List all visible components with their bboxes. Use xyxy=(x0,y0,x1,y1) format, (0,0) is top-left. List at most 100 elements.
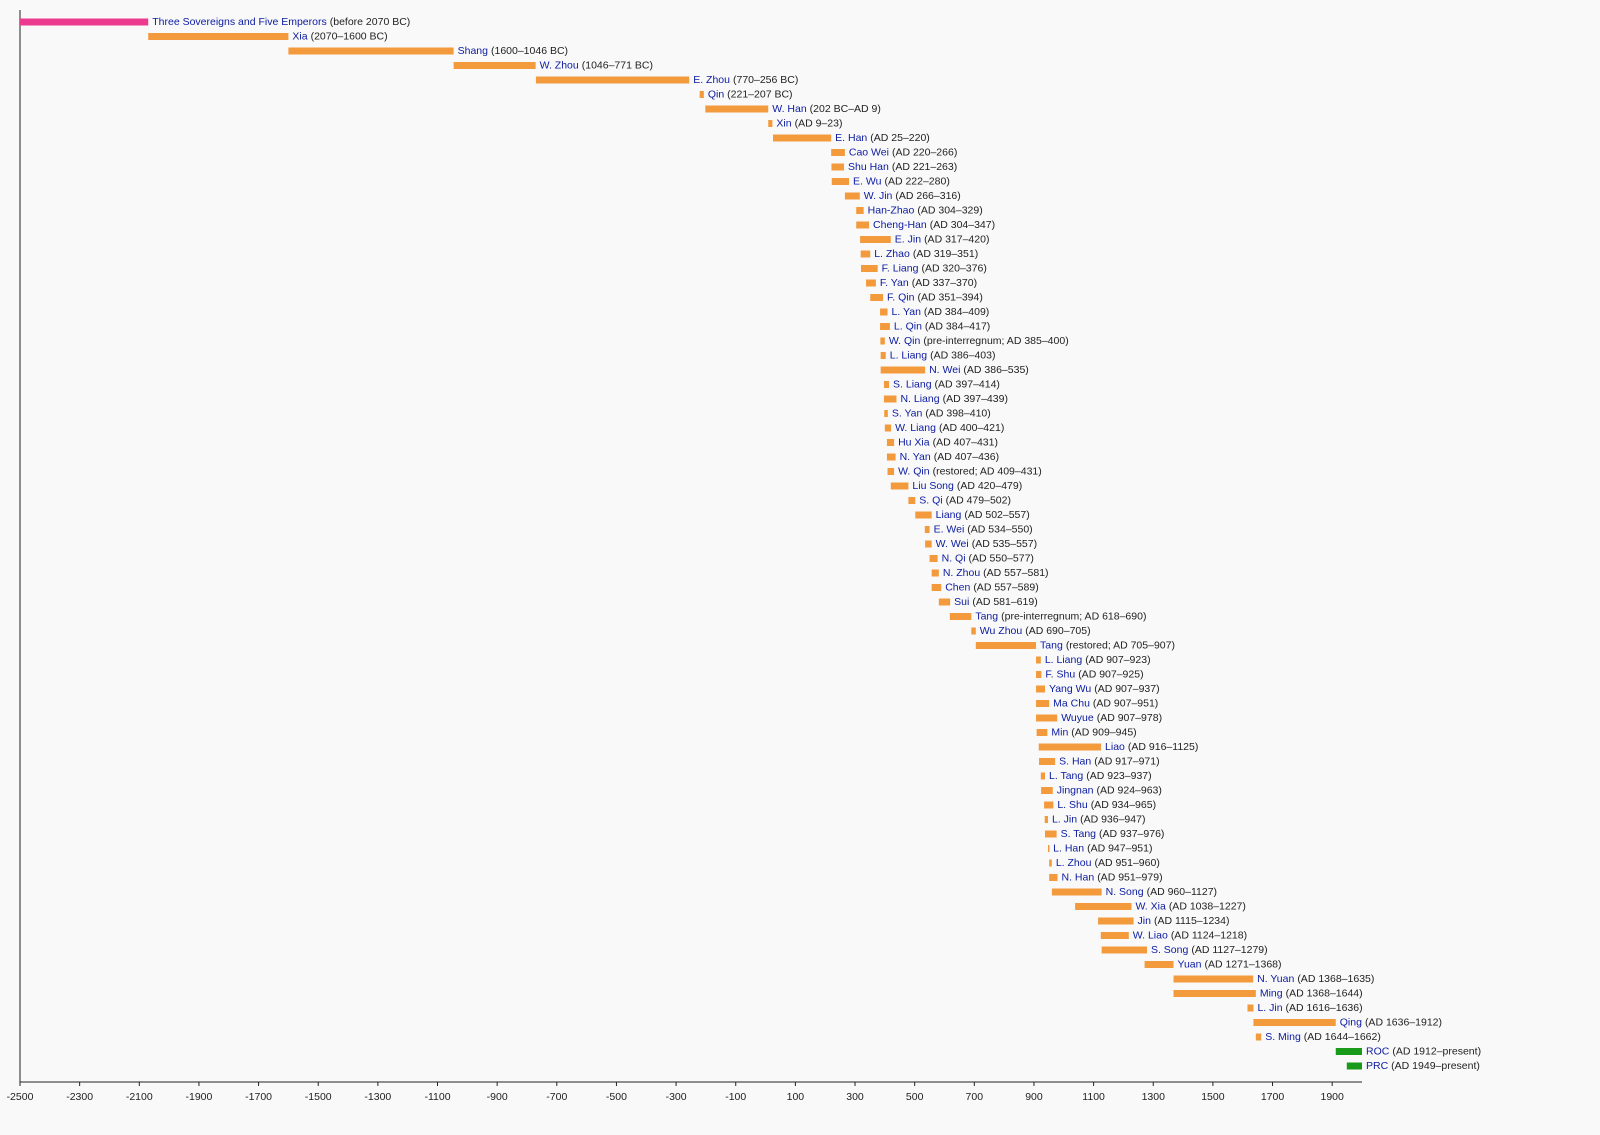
dynasty-link[interactable]: Tang xyxy=(975,610,998,622)
dynasty-link[interactable]: Liu Song xyxy=(912,480,954,492)
dynasty-link[interactable]: F. Yan xyxy=(880,277,909,289)
period-label: Three Sovereigns and Five Emperors (befor… xyxy=(152,16,410,28)
dynasty-link[interactable]: Ming xyxy=(1260,987,1283,999)
dynasty-link[interactable]: Tang xyxy=(1040,639,1063,651)
dynasty-link[interactable]: Jin xyxy=(1138,915,1152,927)
period-bar xyxy=(1040,772,1045,780)
dynasty-dates: (AD 960–1127) xyxy=(1147,886,1217,898)
dynasty-link[interactable]: Shu Han xyxy=(848,161,889,173)
period-label: F. Yan (AD 337–370) xyxy=(880,277,977,289)
dynasty-link[interactable]: N. Zhou xyxy=(943,567,981,579)
dynasty-link[interactable]: W. Qin xyxy=(889,335,921,347)
dynasty-dates: (AD 907–978) xyxy=(1097,712,1162,724)
dynasty-link[interactable]: W. Xia xyxy=(1135,900,1166,912)
dynasty-link[interactable]: W. Han xyxy=(772,103,807,115)
dynasty-link[interactable]: Chen xyxy=(945,581,970,593)
dynasty-link[interactable]: Wu Zhou xyxy=(980,625,1023,637)
period-label: L. Qin (AD 384–417) xyxy=(894,320,990,332)
dynasty-link[interactable]: Xin xyxy=(776,117,791,129)
dynasty-dates: (AD 534–550) xyxy=(967,523,1032,535)
dynasty-link[interactable]: N. Han xyxy=(1062,871,1095,883)
dynasty-link[interactable]: Qin xyxy=(708,88,725,100)
dynasty-link[interactable]: Ma Chu xyxy=(1053,697,1090,709)
dynasty-link[interactable]: N. Song xyxy=(1106,886,1144,898)
dynasty-link[interactable]: F. Qin xyxy=(887,291,915,303)
dynasty-link[interactable]: Qing xyxy=(1340,1016,1362,1028)
dynasty-link[interactable]: L. Liang xyxy=(1045,654,1083,666)
period-label: Shang (1600–1046 BC) xyxy=(458,45,568,57)
dynasty-link[interactable]: E. Zhou xyxy=(693,74,730,86)
dynasty-link[interactable]: N. Yuan xyxy=(1257,973,1294,985)
dynasty-link[interactable]: L. Jin xyxy=(1257,1002,1282,1014)
dynasty-link[interactable]: Yang Wu xyxy=(1049,683,1091,695)
dynasty-link[interactable]: W. Liang xyxy=(895,422,936,434)
dynasty-link[interactable]: F. Shu xyxy=(1045,668,1075,680)
dynasty-link[interactable]: Liao xyxy=(1105,741,1125,753)
period-label: L. Shu (AD 934–965) xyxy=(1057,799,1156,811)
dynasty-link[interactable]: L. Zhao xyxy=(874,248,910,260)
dynasty-link[interactable]: Cao Wei xyxy=(849,146,889,158)
x-tick-label: -1100 xyxy=(424,1091,450,1103)
dynasty-link[interactable]: Three Sovereigns and Five Emperors xyxy=(152,16,326,28)
dynasty-link[interactable]: S. Yan xyxy=(892,407,923,419)
period-label: Jin (AD 1115–1234) xyxy=(1138,915,1230,927)
dynasty-link[interactable]: N. Yan xyxy=(900,451,931,463)
dynasty-dates: (AD 1368–1644) xyxy=(1286,987,1363,999)
dynasty-link[interactable]: L. Yan xyxy=(892,306,922,318)
dynasty-link[interactable]: W. Wei xyxy=(936,538,969,550)
dynasty-link[interactable]: Cheng-Han xyxy=(873,219,927,231)
dynasty-link[interactable]: Xia xyxy=(292,30,307,42)
x-tick-label: -100 xyxy=(725,1091,746,1103)
dynasty-link[interactable]: Jingnan xyxy=(1057,784,1094,796)
dynasty-link[interactable]: E. Wei xyxy=(934,523,965,535)
dynasty-link[interactable]: Han-Zhao xyxy=(868,204,915,216)
dynasty-link[interactable]: E. Wu xyxy=(853,175,882,187)
period-bar xyxy=(1036,671,1042,678)
dynasty-link[interactable]: Wuyue xyxy=(1061,712,1094,724)
dynasty-link[interactable]: ROC xyxy=(1366,1045,1390,1057)
dynasty-link[interactable]: Yuan xyxy=(1178,958,1202,970)
dynasty-link[interactable]: F. Liang xyxy=(882,262,919,274)
dynasty-link[interactable]: N. Wei xyxy=(929,364,960,376)
dynasty-link[interactable]: L. Qin xyxy=(894,320,922,332)
x-tick-label: 1500 xyxy=(1201,1091,1225,1103)
dynasty-link[interactable]: PRC xyxy=(1366,1060,1389,1072)
dynasty-link[interactable]: E. Han xyxy=(835,132,867,144)
dynasty-link[interactable]: S. Qi xyxy=(919,494,942,506)
period-label: S. Tang (AD 937–976) xyxy=(1061,828,1165,840)
dynasty-link[interactable]: Sui xyxy=(954,596,969,608)
dynasty-link[interactable]: Shang xyxy=(458,45,489,57)
x-tick-label: -1900 xyxy=(186,1091,213,1103)
dynasty-link[interactable]: S. Liang xyxy=(893,378,932,390)
dynasty-link[interactable]: L. Han xyxy=(1053,842,1084,854)
dynasty-link[interactable]: S. Han xyxy=(1059,755,1091,767)
dynasty-link[interactable]: N. Qi xyxy=(942,552,966,564)
dynasty-link[interactable]: W. Qin xyxy=(898,465,930,477)
dynasty-link[interactable]: Liang xyxy=(936,509,962,521)
dynasty-link[interactable]: S. Ming xyxy=(1265,1031,1301,1043)
period-bar xyxy=(883,395,897,403)
dynasty-link[interactable]: L. Liang xyxy=(890,349,928,361)
period-bar xyxy=(1044,816,1048,823)
dynasty-link[interactable]: L. Shu xyxy=(1057,799,1088,811)
dynasty-link[interactable]: W. Zhou xyxy=(540,59,579,71)
dynasty-link[interactable]: N. Liang xyxy=(900,393,939,405)
dynasty-dates: (AD 1949–present) xyxy=(1391,1060,1480,1072)
dynasty-dates: (AD 550–577) xyxy=(969,552,1034,564)
dynasty-link[interactable]: W. Jin xyxy=(864,190,893,202)
dynasty-link[interactable]: Min xyxy=(1051,726,1068,738)
dynasty-link[interactable]: L. Jin xyxy=(1052,813,1077,825)
dynasty-link[interactable]: E. Jin xyxy=(895,233,921,245)
period-label: W. Han (202 BC–AD 9) xyxy=(772,103,881,115)
dynasty-link[interactable]: L. Tang xyxy=(1049,770,1083,782)
dynasty-link[interactable]: S. Tang xyxy=(1061,828,1097,840)
dynasty-link[interactable]: L. Zhou xyxy=(1056,857,1092,869)
period-label: Qin (221–207 BC) xyxy=(708,88,793,100)
dynasty-dates: (2070–1600 BC) xyxy=(311,30,388,42)
dynasty-link[interactable]: S. Song xyxy=(1151,944,1189,956)
dynasty-link[interactable]: Hu Xia xyxy=(898,436,930,448)
dynasty-link[interactable]: W. Liao xyxy=(1133,929,1168,941)
period-label: S. Qi (AD 479–502) xyxy=(919,494,1011,506)
dynasty-dates: (AD 420–479) xyxy=(957,480,1022,492)
dynasty-dates: (AD 916–1125) xyxy=(1128,741,1198,753)
